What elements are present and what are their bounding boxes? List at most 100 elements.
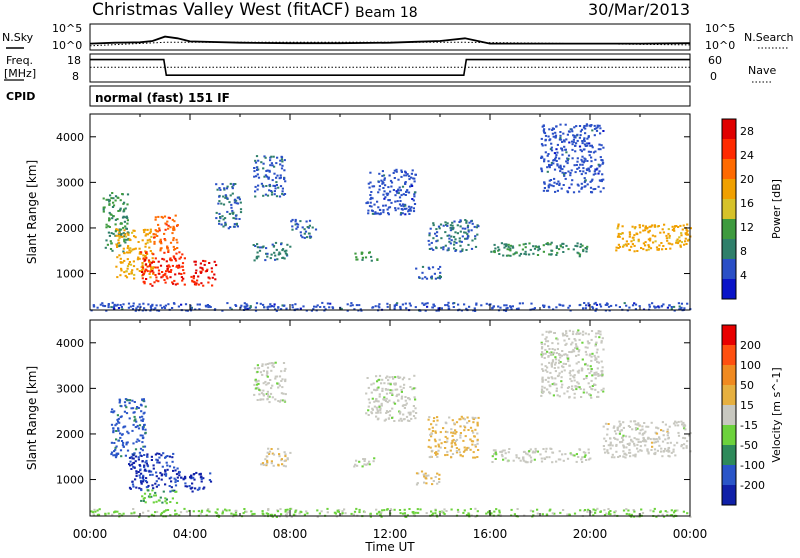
- velocity-cell: [138, 451, 141, 454]
- power-cell: [230, 308, 233, 311]
- power-cell: [618, 235, 621, 238]
- power-cell: [210, 267, 213, 270]
- power-cell: [412, 207, 415, 210]
- velocity-cell: [116, 510, 119, 513]
- velocity-cell: [261, 373, 264, 376]
- velocity-cell: [429, 455, 433, 458]
- velocity-cell: [649, 438, 652, 441]
- power-cell: [262, 167, 265, 170]
- velocity-cell: [350, 512, 353, 515]
- velocity-cell: [277, 400, 280, 402]
- velocity-cell: [416, 508, 419, 511]
- power-cell: [384, 184, 387, 187]
- power-cell: [583, 302, 586, 304]
- power-cell: [573, 126, 576, 129]
- power-cell: [582, 161, 585, 164]
- velocity-cell: [429, 433, 432, 436]
- power-cell: [155, 230, 158, 233]
- power-cell: [117, 234, 120, 237]
- power-cell: [208, 262, 211, 264]
- velocity-cell: [587, 451, 590, 454]
- power-cell: [123, 201, 126, 204]
- velocity-cell: [373, 457, 376, 460]
- velocity-cell: [425, 477, 428, 480]
- velocity-cell: [569, 377, 572, 380]
- velocity-cell: [454, 443, 457, 446]
- velocity-cell: [430, 423, 433, 426]
- power-cell: [634, 308, 637, 311]
- velocity-cell: [594, 343, 597, 346]
- power-cell: [543, 160, 546, 163]
- power-cell: [159, 238, 162, 241]
- power-cell: [380, 179, 383, 182]
- power-cell: [432, 303, 435, 306]
- power-cell: [683, 243, 686, 246]
- velocity-cell: [90, 510, 93, 513]
- power-cell: [265, 252, 268, 255]
- velocity-cell: [403, 508, 406, 511]
- velocity-cell: [589, 457, 592, 460]
- velocity-cell: [682, 510, 685, 513]
- velocity-cell: [636, 447, 639, 450]
- power-cell: [393, 304, 396, 307]
- power-cell: [686, 223, 689, 226]
- velocity-cell: [156, 510, 159, 513]
- velocity-cell: [209, 480, 213, 483]
- velocity-cell: [380, 515, 383, 518]
- velocity-cell: [150, 455, 153, 458]
- velocity-cell: [171, 460, 174, 463]
- velocity-cell: [94, 510, 97, 513]
- velocity-cell: [166, 509, 170, 511]
- velocity-cell: [634, 420, 637, 423]
- velocity-cell: [126, 430, 129, 433]
- power-cell: [266, 255, 269, 258]
- power-cell: [107, 225, 110, 228]
- velocity-cell: [151, 489, 154, 492]
- velocity-cell: [606, 433, 609, 436]
- velocity-cell: [430, 432, 434, 435]
- velocity-cell: [184, 482, 187, 485]
- power-cell: [562, 251, 565, 253]
- power-cell: [164, 239, 167, 242]
- velocity-cell: [121, 444, 124, 447]
- power-cell: [590, 160, 593, 163]
- velocity-cell: [656, 449, 659, 452]
- velocity-cell: [279, 399, 283, 402]
- power-cell: [303, 232, 306, 235]
- velocity-cell: [546, 370, 549, 373]
- power-cell: [165, 270, 168, 273]
- velocity-cell: [124, 404, 127, 407]
- power-cell: [471, 222, 474, 225]
- velocity-colorbar-swatch: [722, 365, 736, 386]
- power-cell: [680, 302, 683, 305]
- velocity-cell: [145, 469, 148, 472]
- velocity-cell: [464, 426, 467, 429]
- velocity-cell: [118, 398, 121, 401]
- velocity-cell: [117, 427, 120, 430]
- power-cell: [105, 223, 108, 226]
- power-cell: [583, 160, 586, 163]
- power-cell: [315, 305, 318, 308]
- velocity-cell: [618, 432, 621, 435]
- power-cell: [558, 166, 561, 169]
- velocity-cell: [436, 482, 439, 485]
- velocity-cell: [586, 510, 589, 513]
- velocity-cell: [586, 340, 589, 343]
- power-cell: [140, 271, 144, 273]
- power-cell: [548, 128, 551, 131]
- velocity-cell: [462, 450, 466, 453]
- velocity-cell: [557, 366, 560, 369]
- velocity-cell: [152, 501, 155, 504]
- power-cell: [153, 240, 156, 243]
- velocity-cell: [555, 460, 558, 463]
- power-cell: [393, 305, 396, 308]
- velocity-cell: [338, 509, 341, 512]
- power-cell: [267, 177, 270, 180]
- velocity-cell: [545, 456, 548, 459]
- velocity-cell: [270, 362, 273, 364]
- power-cell: [138, 247, 141, 250]
- power-cell: [153, 236, 156, 239]
- velocity-region: [140, 489, 179, 505]
- velocity-cell: [467, 446, 470, 449]
- velocity-cell: [618, 430, 622, 433]
